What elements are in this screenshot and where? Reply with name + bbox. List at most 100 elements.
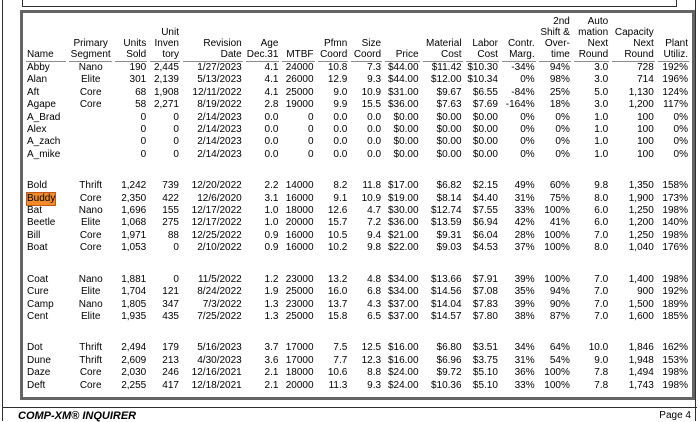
cell-material-cost: $0.00 (436, 148, 462, 160)
cell-second-shift-overtime: 100% (544, 205, 570, 217)
cell-age-dec31: 2.8 (264, 99, 279, 111)
cell-capacity-next-round: 1,948 (628, 354, 654, 366)
cell-primary-segment: Elite (80, 310, 101, 322)
cell-plant-utiliz: 124% (662, 86, 688, 98)
table-row: Agape Core 58 2,271 8/19/2022 2.8 19000 9.9 15.5… (26, 99, 689, 111)
cell-contr-marg: 28% (514, 229, 535, 241)
cell-second-shift-overtime: 0% (555, 136, 570, 148)
cell-labor-cost: $0.00 (472, 148, 498, 160)
cell-size-coord: 9.3 (367, 74, 382, 86)
cell-primary-segment (69, 149, 112, 161)
cell-pfmn-coord: 10.2 (327, 242, 348, 254)
cell-automation-next-round: 7.0 (594, 310, 609, 322)
cell-unit-inventory: 0 (173, 124, 179, 136)
cell-material-cost: $0.00 (436, 136, 462, 148)
cell-contr-marg: 49% (514, 180, 535, 192)
cell-revision-date: 12/16/2021 (191, 367, 242, 379)
cell-mtbf: 0 (307, 148, 314, 160)
cell-pfmn-coord: 15.8 (327, 310, 348, 322)
cell-mtbf: 18000 (285, 205, 314, 217)
cell-units-sold: 0 (140, 136, 147, 148)
cell-price: $37.00 (387, 310, 419, 322)
cell-price: $22.00 (387, 242, 419, 254)
cell-capacity-next-round: 1,200 (628, 99, 654, 111)
cell-name: Cure (27, 286, 49, 298)
cell-capacity-next-round: 714 (637, 74, 654, 86)
cell-mtbf: 20000 (285, 217, 314, 229)
search-highlighted-product-name: Buddy (26, 191, 57, 207)
cell-primary-segment: Elite (80, 286, 101, 298)
cell-price: $24.00 (387, 367, 419, 379)
cell-revision-date: 8/24/2022 (197, 286, 242, 298)
cell-revision-date: 12/18/2021 (191, 379, 242, 391)
cell-size-coord: 4.7 (367, 205, 382, 217)
report-title: COMP-XM® INQUIRER (18, 410, 137, 422)
table-row: Beetle Elite 1,068 275 12/17/2022 1.0 20000 15.… (26, 217, 689, 229)
column-header-pfmn-coord: Pfmn Coord (317, 16, 349, 62)
cell-revision-date: 11/5/2022 (197, 273, 242, 285)
cell-mtbf: 24000 (285, 62, 314, 73)
cell-revision-date: 5/13/2023 (197, 74, 242, 86)
cell-contr-marg: 0% (520, 136, 535, 148)
cell-primary-segment (69, 124, 112, 136)
cell-material-cost: $14.56 (430, 286, 462, 298)
cell-plant-utiliz: 198% (662, 379, 688, 391)
cell-unit-inventory: 179 (162, 342, 179, 354)
column-header-labor-cost: Labor Cost (465, 16, 499, 62)
cell-plant-utiliz: 173% (662, 192, 688, 204)
cell-revision-date: 12/6/2020 (197, 192, 242, 204)
cell-labor-cost: $0.00 (472, 124, 498, 136)
cell-contr-marg: 34% (514, 342, 535, 354)
cell-size-coord: 0.0 (367, 148, 382, 160)
previous-section-border (22, 0, 677, 7)
cell-primary-segment: Core (79, 242, 102, 254)
cell-automation-next-round: 3.0 (594, 62, 609, 73)
cell-mtbf: 26000 (285, 74, 314, 86)
column-header-material-cost: Material Cost (422, 16, 463, 62)
cell-plant-utiliz: 198% (662, 205, 688, 217)
cell-contr-marg: 39% (514, 298, 535, 310)
cell-automation-next-round: 7.0 (594, 286, 609, 298)
table-row: Dot Thrift 2,494 179 5/16/2023 3.7 17000 7.5 12.… (26, 342, 689, 354)
cell-pfmn-coord: 13.7 (327, 298, 348, 310)
cell-material-cost: $9.72 (436, 367, 462, 379)
cell-units-sold: 1,881 (121, 273, 147, 285)
table-row: Cure Elite 1,704 121 8/24/2022 1.9 25000 16.0 6.… (26, 286, 689, 298)
cell-primary-segment: Thrift (79, 180, 103, 192)
cell-second-shift-overtime: 100% (544, 379, 570, 391)
cell-automation-next-round: 10.0 (588, 342, 609, 354)
cell-material-cost: $0.00 (436, 124, 462, 136)
cell-material-cost: $10.36 (430, 379, 462, 391)
cell-units-sold: 1,935 (121, 310, 147, 322)
cell-contr-marg: 0% (520, 148, 535, 160)
cell-plant-utiliz: 0% (673, 124, 688, 136)
cell-age-dec31: 0.0 (264, 124, 279, 136)
cell-primary-segment: Elite (80, 74, 101, 86)
cell-capacity-next-round: 728 (637, 62, 654, 73)
cell-unit-inventory: 246 (162, 367, 179, 379)
cell-name: Deft (27, 379, 46, 391)
cell-contr-marg: 0% (520, 111, 535, 123)
cell-contr-marg: 36% (514, 367, 535, 379)
table-row: Boat Core 1,053 0 2/10/2022 0.9 16000 10.2 9.8 $2… (26, 242, 689, 254)
production-analysis-panel: Name Primary Segment Units Sold Unit Inven … (20, 10, 695, 400)
cell-capacity-next-round: 1,494 (628, 367, 654, 379)
cell-size-coord: 6.8 (367, 286, 382, 298)
report-footer: COMP-XM® INQUIRER Page 4 (2, 407, 697, 422)
cell-pfmn-coord: 7.5 (333, 342, 348, 354)
column-header-automation-next-round: Auto mation Next Round (573, 16, 610, 62)
cell-automation-next-round: 7.0 (594, 273, 609, 285)
cell-units-sold: 1,971 (121, 229, 147, 241)
cell-automation-next-round: 9.8 (594, 180, 609, 192)
cell-revision-date: 12/25/2022 (191, 229, 242, 241)
cell-age-dec31: 2.1 (264, 367, 279, 379)
cell-price: $17.00 (387, 180, 419, 192)
cell-contr-marg: 0% (520, 74, 535, 86)
cell-size-coord: 10.9 (361, 86, 382, 98)
column-header-units-sold: Units Sold (115, 16, 148, 62)
cell-units-sold: 1,805 (121, 298, 147, 310)
cell-name: Bold (27, 180, 48, 192)
cell-mtbf: 17000 (285, 342, 314, 354)
cell-age-dec31: 3.1 (264, 192, 279, 204)
cell-primary-segment: Core (79, 86, 102, 98)
